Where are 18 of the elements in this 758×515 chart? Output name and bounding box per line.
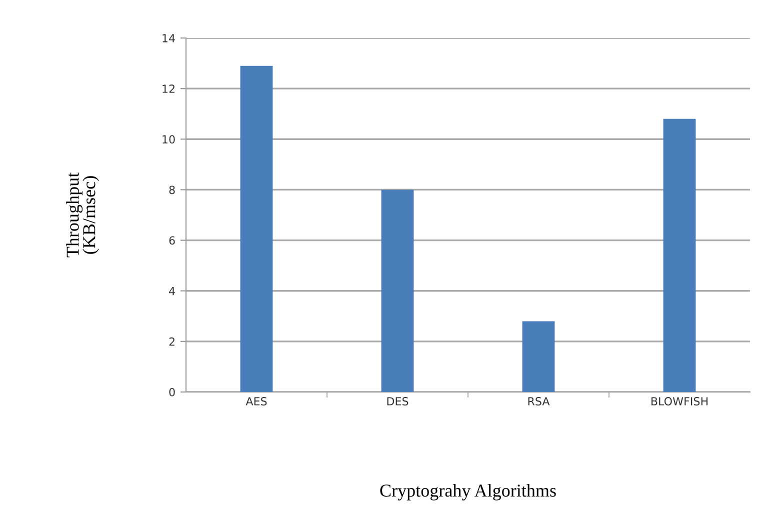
bar xyxy=(522,321,555,392)
y-tick-label: 4 xyxy=(169,286,175,296)
x-tick-label: DES xyxy=(387,397,408,406)
x-axis-title: Cryptograhy Algorithms xyxy=(380,484,556,500)
y-tick-label: 6 xyxy=(169,236,175,245)
y-tick-label: 12 xyxy=(162,84,174,93)
x-tick-label: AES xyxy=(246,397,267,406)
bar xyxy=(663,118,696,392)
y-tick-label: 10 xyxy=(162,135,175,144)
bar xyxy=(240,66,273,392)
x-tick-label: BLOWFISH xyxy=(651,397,708,406)
y-tick-label: 2 xyxy=(169,337,174,346)
y-tick-label: 0 xyxy=(169,388,175,396)
y-tick-label: 14 xyxy=(162,34,175,42)
y-axis-title: Throughput (KB/msec) xyxy=(66,172,99,258)
bar xyxy=(381,190,414,392)
x-tick-label: RSA xyxy=(528,397,550,406)
y-tick-label: 8 xyxy=(169,186,175,194)
